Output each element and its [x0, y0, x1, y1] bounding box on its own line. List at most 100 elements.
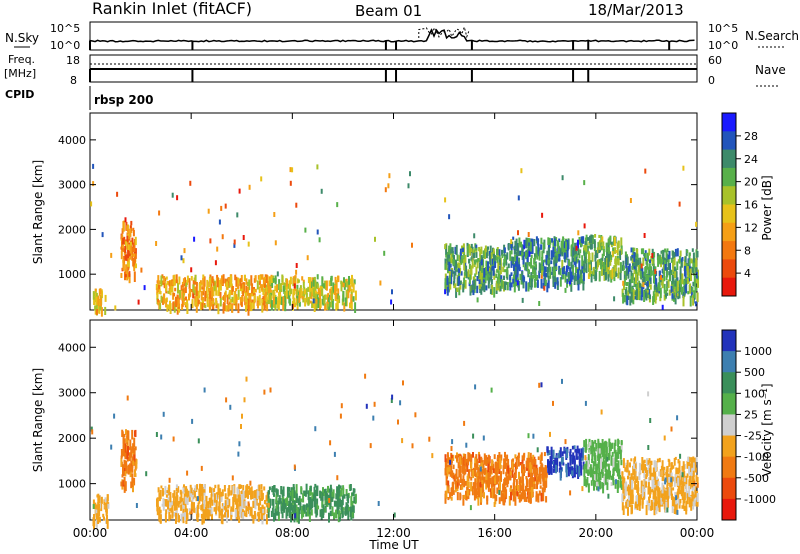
data-cell	[269, 295, 272, 304]
data-cell	[261, 299, 264, 303]
data-cell	[616, 242, 619, 249]
data-cell	[636, 485, 639, 491]
data-cell	[217, 303, 220, 315]
data-cell	[510, 272, 513, 277]
data-cell	[624, 251, 627, 258]
data-cell	[200, 504, 203, 511]
power-panel-frame	[89, 112, 698, 311]
data-cell	[628, 263, 631, 272]
data-cell	[353, 496, 356, 504]
data-cell	[481, 267, 484, 273]
data-cell	[666, 281, 669, 288]
data-cell	[449, 247, 452, 255]
data-cell	[513, 491, 516, 499]
y-tick-label: 2000	[58, 223, 86, 236]
data-cell	[265, 503, 268, 507]
data-cell	[123, 482, 126, 493]
data-cell	[628, 279, 631, 283]
data-cell	[546, 452, 549, 456]
data-cell	[294, 503, 297, 514]
data-cell	[539, 473, 542, 485]
data-cell	[583, 245, 586, 251]
data-cell	[316, 283, 319, 289]
data-cell	[253, 294, 256, 303]
data-cell	[612, 457, 615, 468]
data-cell	[516, 488, 519, 495]
data-cell	[391, 394, 394, 400]
velocity-data-cells	[90, 373, 699, 530]
data-cell	[591, 475, 594, 481]
data-cell	[100, 496, 103, 504]
data-cell	[354, 290, 357, 301]
data-cell	[621, 480, 624, 485]
data-cell	[642, 282, 645, 288]
data-cell	[182, 515, 185, 524]
data-cell	[504, 456, 507, 463]
data-cell	[525, 478, 528, 488]
data-cell	[254, 499, 257, 510]
data-cell	[661, 460, 664, 471]
data-cell	[538, 251, 541, 261]
data-cell	[92, 181, 95, 187]
data-cell	[690, 273, 692, 281]
data-cell	[604, 264, 607, 275]
data-cell	[637, 488, 640, 496]
data-cell	[209, 497, 212, 508]
data-cell	[490, 482, 493, 492]
data-cell	[270, 276, 273, 286]
data-cell	[188, 278, 191, 283]
data-cell	[489, 488, 492, 495]
data-cell	[533, 256, 536, 261]
data-cell	[639, 270, 642, 279]
data-cell	[265, 296, 268, 303]
data-cell	[601, 257, 604, 261]
data-cell	[672, 283, 675, 288]
data-cell	[565, 271, 568, 276]
data-cell	[245, 278, 248, 285]
data-cell	[641, 466, 643, 471]
data-cell	[604, 272, 607, 281]
data-cell	[615, 452, 618, 463]
data-cell	[221, 503, 224, 508]
freq-tick-top: 18	[66, 54, 80, 67]
data-cell	[245, 376, 248, 382]
data-cell	[672, 277, 675, 282]
colorbar-swatch	[722, 277, 736, 297]
data-cell	[257, 275, 260, 280]
data-cell	[105, 502, 108, 513]
data-cell	[500, 471, 502, 482]
data-cell	[273, 291, 276, 298]
data-cell	[121, 244, 124, 249]
data-cell	[134, 236, 137, 246]
data-cell	[452, 454, 455, 461]
data-cell	[322, 487, 324, 493]
data-cell	[329, 504, 332, 510]
data-cell	[658, 496, 660, 508]
data-cell	[190, 509, 193, 515]
data-cell	[302, 506, 305, 518]
data-cell	[273, 212, 276, 217]
data-cell	[508, 495, 511, 506]
data-cell	[647, 252, 649, 262]
data-cell	[669, 468, 672, 473]
data-cell	[460, 271, 463, 276]
data-cell	[509, 282, 512, 291]
data-cell	[489, 254, 492, 265]
data-cell	[94, 502, 97, 510]
data-cell	[122, 464, 124, 475]
data-cell	[132, 227, 135, 231]
data-cell	[670, 285, 673, 293]
data-cell	[648, 463, 651, 468]
data-cell	[561, 451, 564, 457]
data-cell	[449, 492, 452, 499]
data-cell	[647, 460, 650, 465]
data-cell	[666, 271, 669, 278]
data-cell	[629, 476, 632, 481]
data-cell	[305, 288, 308, 296]
data-cell	[455, 259, 457, 268]
data-cell	[131, 456, 134, 464]
data-cell	[316, 229, 319, 235]
data-cell	[637, 290, 640, 299]
data-cell	[556, 240, 559, 247]
data-cell	[176, 298, 179, 306]
